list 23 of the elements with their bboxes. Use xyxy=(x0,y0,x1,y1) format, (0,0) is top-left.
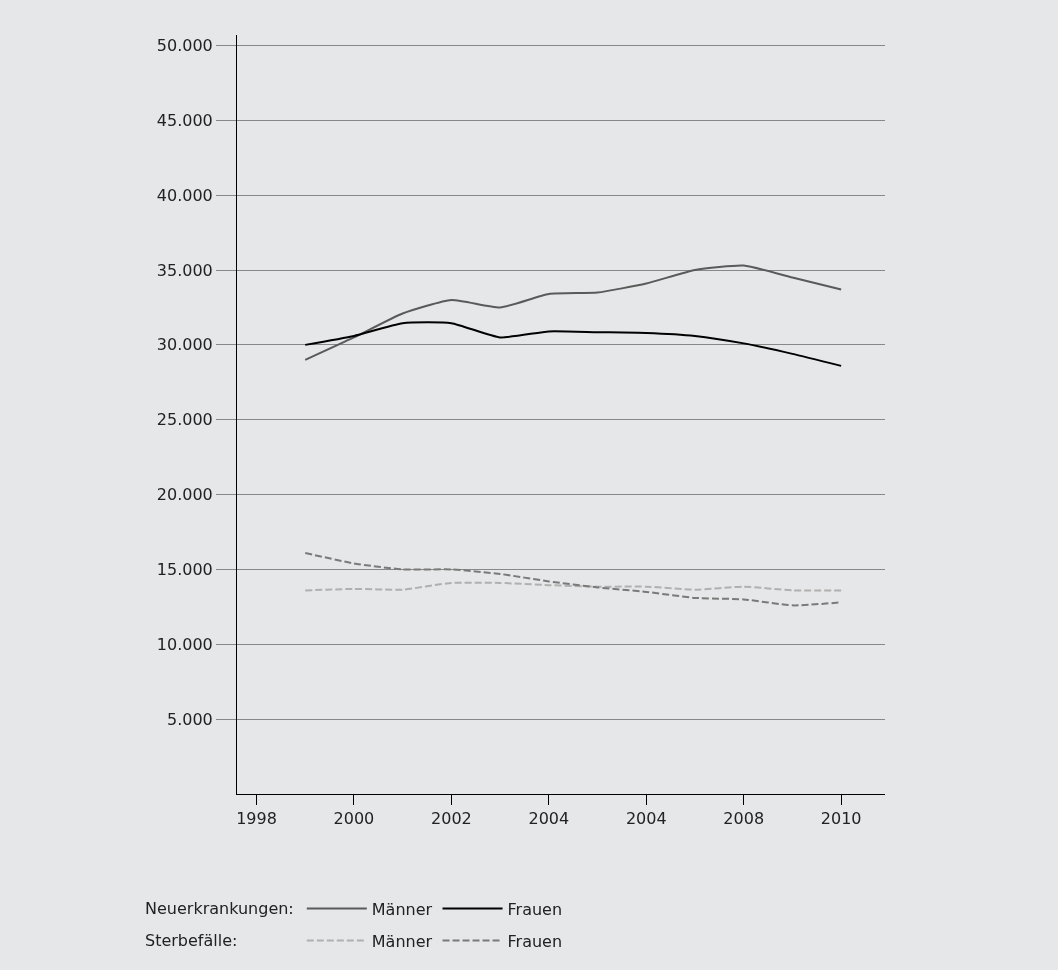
legend-label: Männer xyxy=(371,899,433,919)
legend-label: Frauen xyxy=(507,931,563,951)
y-tick-label: 10.000 xyxy=(156,634,213,654)
y-tick-label: 50.000 xyxy=(156,36,213,56)
y-tick-label: 15.000 xyxy=(156,560,213,580)
y-tick-label: 40.000 xyxy=(156,185,213,205)
text: Sterbefälle: xyxy=(145,931,238,950)
x-tick-label: 2008 xyxy=(723,809,765,829)
y-tick-label: 45.000 xyxy=(156,110,213,130)
x-tick-label: 2004 xyxy=(528,809,570,829)
text: Neuerkrankungen: xyxy=(145,899,294,918)
y-tick-label: 25.000 xyxy=(156,410,213,430)
y-tick-label: 30.000 xyxy=(156,335,213,355)
y-tick-label: 20.000 xyxy=(156,485,213,505)
x-tick-label: 2000 xyxy=(333,809,375,829)
x-tick-label: 1998 xyxy=(236,809,277,829)
y-tick-label: 5.000 xyxy=(166,709,213,729)
legend-label: Männer xyxy=(371,931,433,951)
legend-label: Frauen xyxy=(507,899,563,919)
x-tick-label: 2010 xyxy=(820,809,862,829)
y-tick-label: 35.000 xyxy=(156,260,213,280)
x-tick-label: 2002 xyxy=(431,809,472,829)
x-tick-label: 2004 xyxy=(625,809,667,829)
